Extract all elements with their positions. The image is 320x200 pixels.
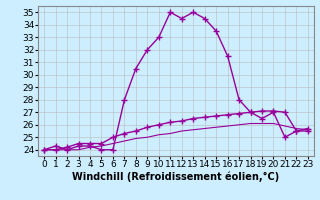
X-axis label: Windchill (Refroidissement éolien,°C): Windchill (Refroidissement éolien,°C) bbox=[72, 172, 280, 182]
